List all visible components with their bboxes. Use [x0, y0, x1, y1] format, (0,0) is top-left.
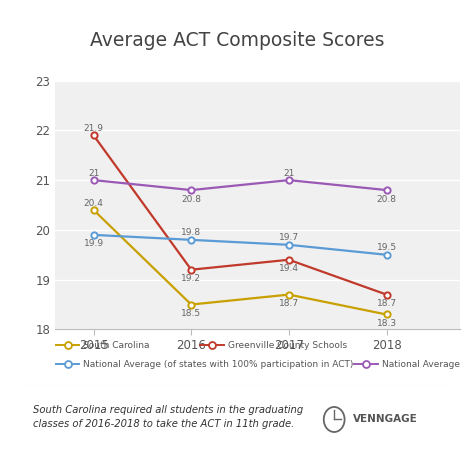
Text: 21.9: 21.9: [83, 124, 104, 133]
Text: South Carolina: South Carolina: [83, 341, 149, 349]
Text: 18.7: 18.7: [279, 299, 299, 308]
Text: 19.4: 19.4: [279, 264, 299, 273]
Text: VENNGAGE: VENNGAGE: [353, 414, 418, 425]
Text: 19.7: 19.7: [279, 233, 299, 242]
Text: 19.9: 19.9: [83, 239, 104, 248]
Text: 21: 21: [88, 169, 99, 178]
Text: Greenville County Schools: Greenville County Schools: [228, 341, 346, 349]
Text: 20.8: 20.8: [181, 194, 201, 203]
Text: South Carolina required all students in the graduating: South Carolina required all students in …: [33, 405, 303, 415]
Text: 21: 21: [283, 169, 294, 178]
Text: 19.2: 19.2: [181, 274, 201, 283]
Text: 18.3: 18.3: [376, 319, 397, 328]
Text: classes of 2016-2018 to take the ACT in 11th grade.: classes of 2016-2018 to take the ACT in …: [33, 419, 294, 429]
Text: 18.7: 18.7: [376, 299, 397, 308]
Text: 19.5: 19.5: [376, 243, 397, 252]
Text: National Average (of states with 100% participation in ACT): National Average (of states with 100% pa…: [83, 360, 353, 368]
Text: Average ACT Composite Scores: Average ACT Composite Scores: [90, 31, 384, 50]
Text: 18.5: 18.5: [181, 309, 201, 318]
Text: 19.8: 19.8: [181, 228, 201, 237]
Text: 20.8: 20.8: [376, 194, 397, 203]
Text: 20.4: 20.4: [83, 199, 103, 208]
Text: National Average: National Average: [382, 360, 460, 368]
